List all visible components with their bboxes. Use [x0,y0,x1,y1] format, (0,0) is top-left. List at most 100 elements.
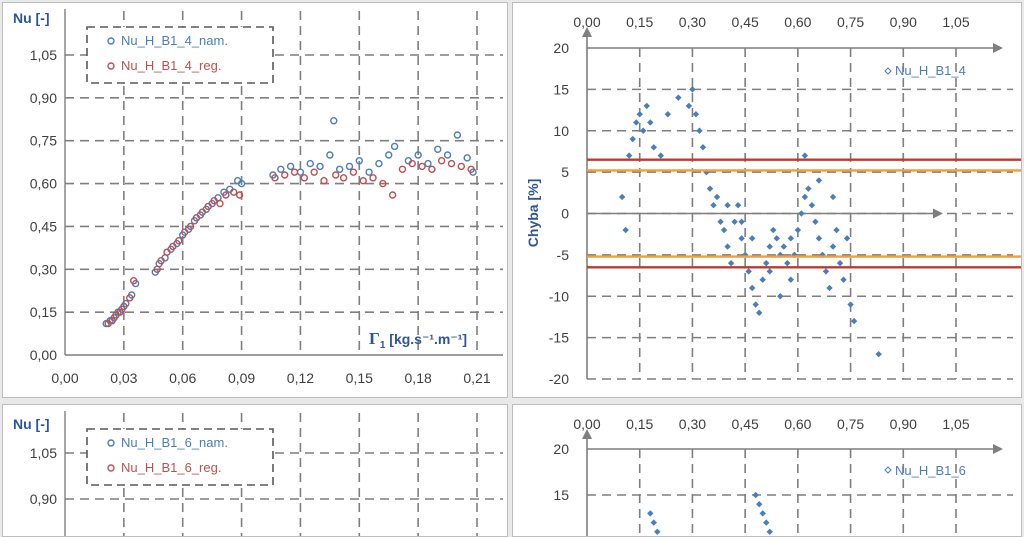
data-point [175,237,183,245]
x-tick-label: 0,00 [573,14,600,30]
data-point [326,151,334,159]
nu-vs-gamma-chart-b1-4: 0,00 0,03 0,06 0,09 0,12 0,15 0,18 0,21 0,00 0,15… [2,2,508,398]
data-point [108,317,116,325]
y-tick-label: 0,75 [30,133,57,149]
data-point [418,162,426,171]
legend-marker [107,37,115,45]
data-point [222,191,230,199]
data-point [349,168,358,176]
data-point [720,226,728,234]
y-tick-label: 0,15 [30,304,57,320]
y-tick-label: 1,05 [30,47,57,63]
data-point [408,159,416,168]
data-point [618,193,626,201]
x-tick-label: 0,03 [110,370,137,386]
data-point [369,174,377,182]
series-1 [647,491,773,535]
y-axis-title: Nu [-] [13,416,50,432]
x-tick-label: 0,21 [463,370,490,386]
data-point [286,162,295,171]
x-tick-label: 0,75 [837,14,864,30]
legend-label: Nu_H_B1_6 [895,463,966,478]
data-point [622,226,629,234]
data-point [453,131,462,139]
data-point [654,528,661,535]
data-point [316,162,324,171]
data-point [414,151,422,159]
y-tick-label: 0,60 [30,176,57,192]
data-point [843,235,851,242]
data-point [812,218,819,225]
y-tick-label: 5 [561,164,569,180]
data-point [840,276,847,283]
data-point [290,168,299,176]
data-point [763,259,770,267]
data-point [847,301,854,308]
data-point [724,202,731,209]
x-tick-label: 0,15 [346,370,373,386]
legend-label: Nu_H_B1_6_reg. [121,460,221,475]
data-point [332,171,340,179]
data-point [784,259,791,267]
data-point [169,242,177,251]
x-axis-arrow [993,43,1003,53]
data-point [815,235,823,242]
legend-marker [884,67,892,75]
data-point [198,208,207,216]
y-tick-label: 0,30 [30,261,57,277]
data-point [345,162,354,171]
data-point [738,235,745,242]
data-point [738,218,745,225]
legend-marker [107,62,115,70]
data-point [713,193,721,201]
data-point [339,174,348,182]
data-point [467,165,475,173]
data-point [647,510,654,517]
x-tick-label: 1,05 [942,14,969,30]
data-point [636,111,643,118]
data-point [689,86,696,93]
data-point [204,202,212,211]
data-point [310,168,318,176]
data-point [437,157,446,165]
data-point [759,510,766,517]
y-tick-label: -5 [557,247,570,263]
data-point [306,159,314,168]
data-point [766,528,773,535]
legend-label: Nu_H_B1_4_reg. [121,58,221,73]
data-point [763,519,770,526]
data-point [216,199,224,208]
y-tick-label: -10 [549,288,569,304]
data-point [379,179,387,188]
series-1 [618,86,882,358]
data-point [230,188,238,196]
data-point [787,235,795,242]
data-point [699,144,707,151]
data-point [643,102,650,110]
data-point [126,294,134,302]
x-tick-label: 0,30 [679,14,706,30]
series-1 [102,117,477,328]
data-point [443,151,452,159]
x-tick-label: 0,09 [228,370,255,386]
data-point [703,168,710,176]
data-point [629,135,636,143]
x-tick-label: 0,15 [626,416,653,432]
data-point [752,301,759,308]
legend-marker [884,466,892,474]
nu-chart-svg: 0,00 0,03 0,06 0,09 0,12 0,15 0,18 0,21 0,00 0,15… [13,9,503,386]
x-tick-label: 0,90 [890,14,917,30]
data-point [388,191,397,199]
data-point [710,202,717,209]
data-point [875,350,882,358]
y-tick-label: 0,75 [30,534,57,537]
legend-marker [107,464,115,472]
y-tick-label: 20 [553,441,569,457]
data-point [120,302,128,311]
data-point [826,284,833,292]
data-point [727,259,735,267]
data-point [756,501,763,508]
data-point [829,243,837,250]
data-point [794,226,802,234]
data-point [390,142,399,151]
